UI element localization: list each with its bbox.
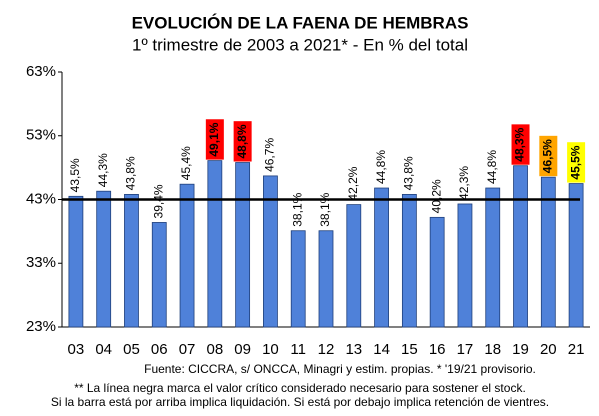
x-tick-label: 03 [68, 341, 85, 358]
y-tick-label: 63% [26, 63, 56, 80]
x-tick-label: 06 [151, 341, 168, 358]
y-tick-label: 33% [26, 254, 56, 271]
x-tick-label: 20 [540, 341, 557, 358]
x-tick-label: 08 [206, 341, 223, 358]
x-tick-label: 17 [457, 341, 474, 358]
bar [151, 222, 167, 328]
x-tick-label: 07 [179, 341, 196, 358]
x-tick-label: 15 [401, 341, 418, 358]
bar [179, 183, 195, 328]
bar [318, 230, 334, 328]
chart-subtitle: 1º trimestre de 2003 a 2021* - En % del … [132, 35, 468, 54]
bar [207, 160, 223, 328]
footnote: Si la barra está por arriba implica liqu… [51, 395, 549, 409]
value-label: 42,3% [457, 166, 471, 200]
bar [68, 195, 84, 328]
x-tick-label: 21 [568, 341, 585, 358]
bar [401, 193, 417, 328]
value-label: 45,5% [568, 145, 582, 179]
value-label: 44,8% [485, 150, 499, 184]
x-tick-label: 14 [373, 341, 390, 358]
bar [235, 162, 251, 328]
bar [374, 187, 389, 328]
bar [96, 190, 112, 328]
value-label: 48,3% [513, 127, 527, 161]
x-tick-label: 04 [95, 341, 112, 358]
y-tick-label: 43% [26, 190, 56, 207]
value-label: 44,3% [96, 153, 110, 187]
x-tick-label: 10 [262, 341, 279, 358]
bar [457, 203, 473, 328]
bar [485, 187, 501, 328]
value-label: 49,1% [207, 122, 221, 156]
value-label: 46,5% [540, 139, 554, 173]
chart-title: EVOLUCIÓN DE LA FAENA DE HEMBRAS [132, 13, 469, 32]
bar [346, 204, 362, 328]
x-tick-label: 18 [484, 341, 501, 358]
label-highlight [205, 119, 224, 160]
label-highlight [233, 121, 252, 162]
x-tick-label: 16 [429, 341, 446, 358]
footnote: ** La línea negra marca el valor crítico… [74, 381, 526, 395]
y-tick-label: 23% [26, 318, 56, 335]
value-label: 48,8% [235, 124, 249, 158]
bar [540, 176, 556, 328]
value-label: 38,1% [318, 192, 332, 226]
bar [290, 230, 306, 328]
y-tick-label: 53% [26, 127, 56, 144]
value-label: 43,8% [124, 156, 138, 190]
bar [513, 165, 528, 328]
x-tick-label: 19 [512, 341, 529, 358]
value-label: 43,5% [68, 158, 82, 192]
x-tick-label: 13 [345, 341, 362, 358]
bar [124, 193, 139, 328]
value-label: 39,4% [151, 184, 165, 218]
value-label: 38,1% [290, 192, 304, 226]
value-label: 43,8% [402, 156, 416, 190]
value-label: 44,8% [374, 150, 388, 184]
bar [429, 216, 445, 328]
bar [568, 183, 584, 328]
x-tick-label: 12 [318, 341, 335, 358]
bar [263, 175, 278, 328]
source-note: Fuente: CICCRA, s/ ONCCA, Minagri y esti… [144, 362, 536, 376]
x-tick-label: 09 [234, 341, 251, 358]
label-highlight [567, 142, 586, 183]
value-label: 45,4% [179, 146, 193, 180]
label-highlight [511, 124, 530, 165]
value-label: 40,2% [429, 179, 443, 213]
value-label: 46,7% [263, 138, 277, 172]
value-label: 42,2% [346, 166, 360, 200]
label-highlight [539, 135, 558, 177]
x-tick-label: 05 [123, 341, 140, 358]
x-tick-label: 11 [290, 341, 306, 358]
